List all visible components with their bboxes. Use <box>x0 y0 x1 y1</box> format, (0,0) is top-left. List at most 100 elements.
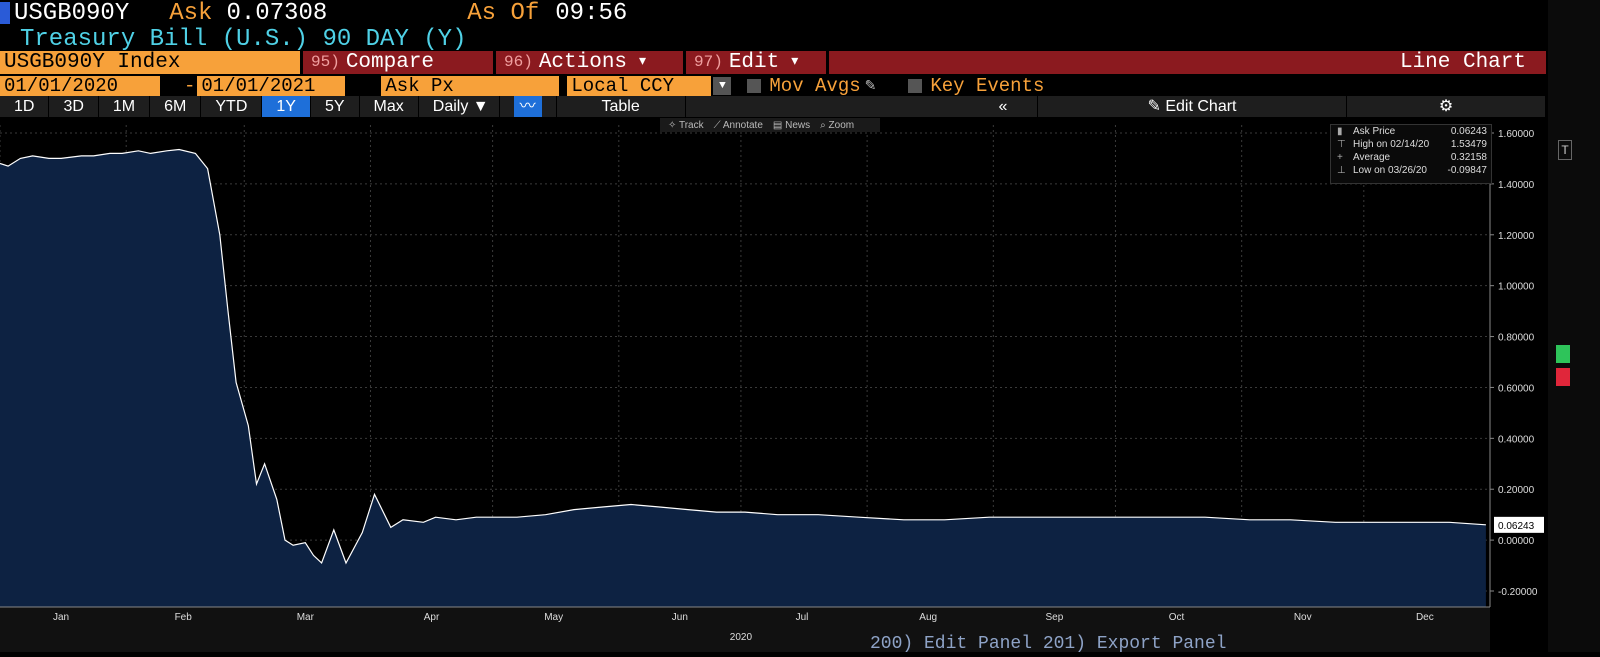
line-chart-toggle[interactable]: 〰 <box>500 96 557 117</box>
actions-button[interactable]: 96) Actions ▾ <box>496 51 683 74</box>
tab-period-active[interactable]: 1Y <box>262 96 311 117</box>
gear-icon[interactable]: ⚙ <box>1347 96 1546 117</box>
calendar-icon[interactable] <box>162 78 180 94</box>
line-chart-icon: 〰 <box>513 96 542 117</box>
legend-row-ask: ▮ Ask Price 0.06243 <box>1331 125 1491 138</box>
x-tick-label: May <box>544 612 563 623</box>
tab-period[interactable]: 1M <box>99 96 151 117</box>
pencil-icon[interactable]: ✎ <box>864 78 877 95</box>
x-tick-label: Nov <box>1294 612 1312 623</box>
tab-period[interactable]: 5Y <box>311 96 360 117</box>
status-green <box>1556 345 1570 363</box>
x-axis-band <box>0 607 1490 652</box>
key-events-checkbox[interactable] <box>908 79 923 93</box>
x-tick-label: Jul <box>796 612 809 623</box>
index-field[interactable]: USGB090Y Index <box>0 51 300 74</box>
zoom-tool[interactable]: ⌕ Zoom <box>820 119 855 131</box>
x-tick-label: Mar <box>297 612 315 623</box>
chevron-down-icon[interactable]: ▼ <box>713 77 732 95</box>
side-tab[interactable]: T <box>1558 140 1572 160</box>
series-line <box>0 148 1486 565</box>
legend-value: -0.09847 <box>1447 165 1487 176</box>
tab-period[interactable]: 1D <box>0 96 50 117</box>
field-select[interactable]: Ask Px <box>381 76 560 96</box>
tab-period[interactable]: 3D <box>49 96 99 117</box>
compare-num: 95) <box>311 53 340 71</box>
tab-period[interactable]: 6M <box>150 96 202 117</box>
collapse-icon[interactable]: « <box>969 96 1038 117</box>
y-tick-label: -0.20000 <box>1498 587 1538 598</box>
legend-label: Ask Price <box>1353 126 1396 137</box>
y-tick-label: 0.80000 <box>1498 333 1535 344</box>
ask-value: 0.07308 <box>226 0 328 27</box>
table-button[interactable]: Table <box>557 96 686 117</box>
annotate-label: Annotate <box>722 119 763 131</box>
x-tick-label: Aug <box>919 612 937 623</box>
chart-area[interactable]: -0.20000 0.00000 0.20000 0.40000 0.60000 0.80… <box>0 117 1546 652</box>
compare-button[interactable]: 95) Compare <box>303 51 493 74</box>
mov-avgs-checkbox[interactable] <box>747 79 762 93</box>
bottom-panel-text[interactable]: 200) Edit Panel 201) Export Panel <box>870 634 1227 654</box>
last-value-box <box>1494 516 1544 533</box>
edit-num: 97) <box>694 53 723 71</box>
legend-row-high: ⊤ High on 02/14/20 1.53479 <box>1331 138 1491 151</box>
frequency-select[interactable]: Daily ▼ <box>419 96 500 117</box>
asof-label: As Of <box>467 0 540 27</box>
side-panel-edge: T <box>1548 0 1600 652</box>
line-chart[interactable]: -0.20000 0.00000 0.20000 0.40000 0.60000 0.80… <box>0 117 1546 652</box>
chevron-down-icon: ▾ <box>791 54 799 70</box>
y-tick-label: 1.60000 <box>1498 129 1535 140</box>
legend-row-low: ⊥ Low on 03/26/20 -0.09847 <box>1331 164 1491 177</box>
news-tool[interactable]: ▤ News <box>772 119 811 131</box>
chevron-down-icon: ▾ <box>639 54 647 70</box>
legend: ▮ Ask Price 0.06243 ⊤ High on 02/14/20 1.534… <box>1330 124 1492 184</box>
legend-value: 1.53479 <box>1450 139 1487 150</box>
edit-chart-button[interactable]: ✎ Edit Chart <box>1038 96 1347 117</box>
x-tick-label: Jun <box>672 612 688 623</box>
x-tick-label: Dec <box>1416 612 1434 623</box>
tab-period[interactable]: Max <box>360 96 419 117</box>
legend-value: 0.06243 <box>1450 126 1487 137</box>
line-icon: ▮ <box>1337 126 1343 137</box>
edit-chart-label: Edit Chart <box>1165 98 1237 115</box>
end-date-input[interactable]: 01/01/2021 <box>197 76 346 96</box>
annotate-tool[interactable]: ⟋ Annotate <box>713 119 763 131</box>
frequency-label: Daily <box>432 98 469 115</box>
legend-value: 0.32158 <box>1450 152 1487 163</box>
status-red <box>1556 368 1570 386</box>
track-label: Track <box>678 119 704 131</box>
edit-button[interactable]: 97) Edit ▾ <box>686 51 826 74</box>
calendar-icon[interactable] <box>347 78 366 94</box>
start-date-input[interactable]: 01/01/2020 <box>0 76 160 96</box>
track-tool[interactable]: ✧ Track <box>668 119 704 131</box>
header-bar <box>0 0 1600 50</box>
x-tick-label: Sep <box>1046 612 1064 623</box>
average-icon: + <box>1337 152 1343 163</box>
actions-label: Actions <box>538 51 628 74</box>
command-row: USGB090Y Index 95) Compare 96) Actions ▾… <box>0 51 1546 74</box>
y-tick-label: 1.40000 <box>1498 180 1535 191</box>
key-events-label[interactable]: Key Events <box>930 75 1045 97</box>
y-tick-label: 0.40000 <box>1498 434 1535 445</box>
currency-select[interactable]: Local CCY <box>567 76 712 96</box>
y-tick-label: 0.20000 <box>1498 485 1535 496</box>
low-icon: ⊥ <box>1337 165 1346 176</box>
actions-num: 96) <box>504 53 533 71</box>
x-tick-label: Apr <box>424 612 440 623</box>
y-tick-label: 0.60000 <box>1498 383 1535 394</box>
series-area <box>0 149 1486 607</box>
mov-avgs-label[interactable]: Mov Avgs <box>769 75 861 97</box>
y-tick-label: 0.00000 <box>1498 536 1535 547</box>
legend-label: High on 02/14/20 <box>1353 139 1430 150</box>
compare-label: Compare <box>345 51 435 74</box>
ticker-row: USGB090Y Ask 0.07308 As Of 09:56 <box>0 0 627 27</box>
y-tick-label: 1.00000 <box>1498 282 1535 293</box>
legend-label: Average <box>1353 152 1391 163</box>
x-tick-label: Oct <box>1169 612 1185 623</box>
y-tick-label: 1.20000 <box>1498 231 1535 242</box>
high-icon: ⊤ <box>1337 139 1346 150</box>
tab-period[interactable]: YTD <box>201 96 263 117</box>
x-axis-year-label: 2020 <box>730 632 753 643</box>
news-label: News <box>785 119 811 131</box>
edit-label: Edit <box>728 51 780 74</box>
